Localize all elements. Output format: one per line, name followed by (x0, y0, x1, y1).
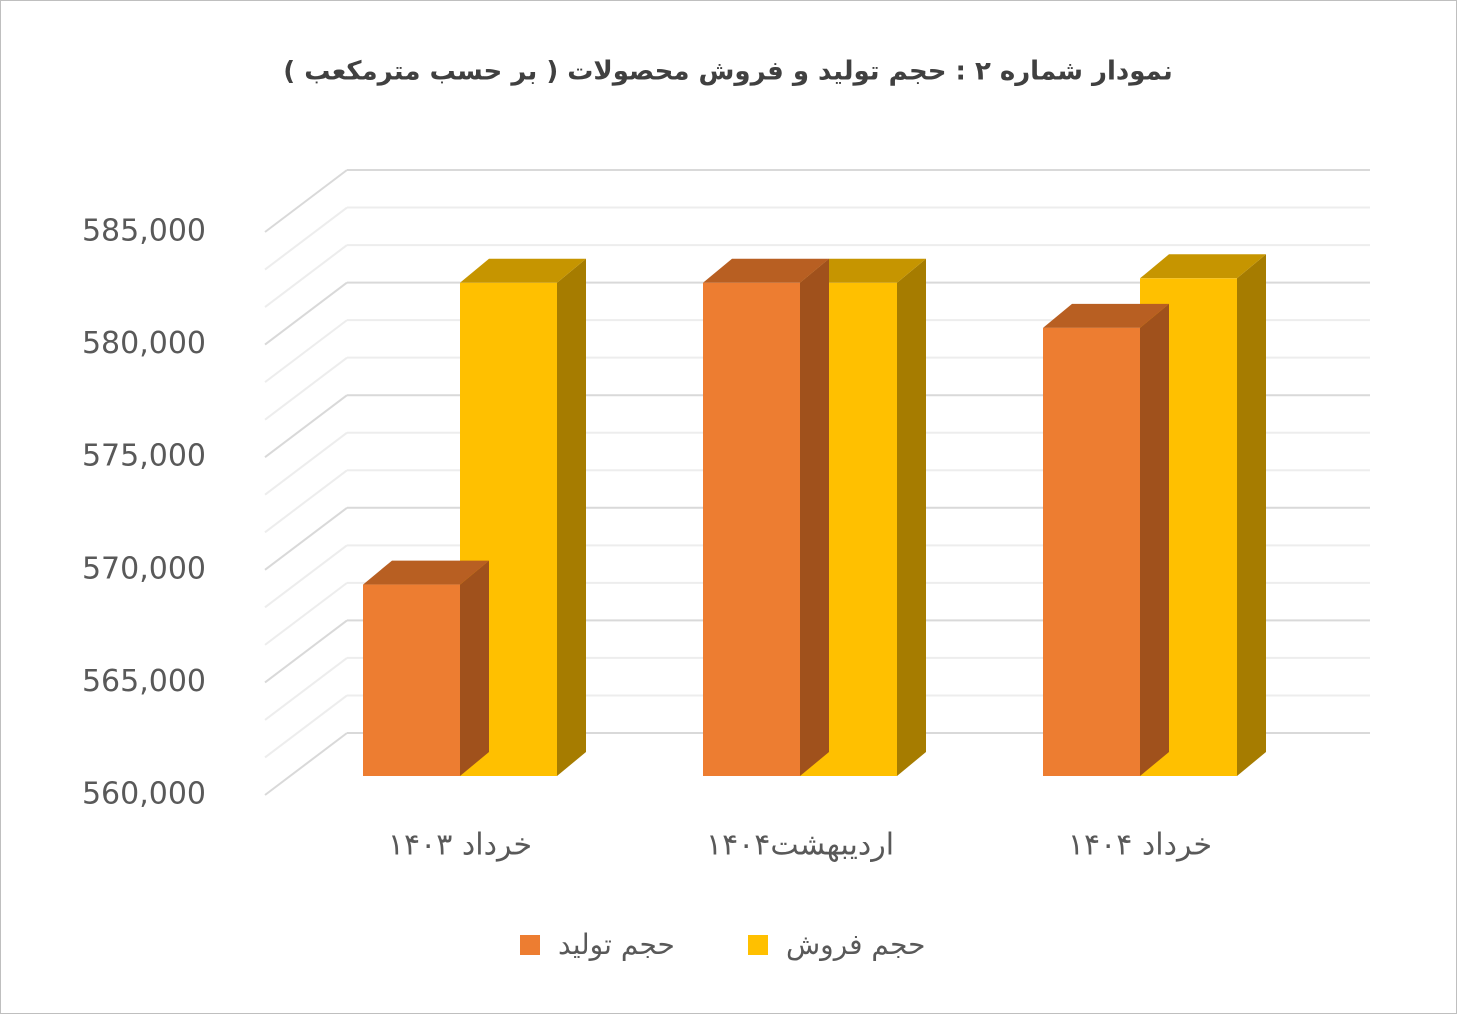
minor-grid-line-side (264, 356, 348, 421)
legend-swatch (748, 935, 768, 955)
minor-grid-line-side (264, 544, 348, 609)
minor-grid-line-side (264, 244, 348, 308)
grid-line-side (264, 281, 348, 346)
y-tick-label: 565,000 (82, 664, 206, 699)
bar-side (1237, 254, 1266, 777)
minor-grid-line-side (264, 657, 348, 721)
bar-top (460, 258, 586, 283)
legend-label: حجم فروش (786, 928, 925, 961)
bar-side (1140, 303, 1169, 776)
y-tick-label: 580,000 (82, 326, 206, 361)
x-tick-label: خرداد ۱۴۰۴ (1068, 828, 1212, 863)
bar-side (557, 258, 586, 776)
bar-top (1043, 303, 1169, 328)
grid-line-side (264, 507, 348, 571)
bar (363, 584, 460, 776)
bar (703, 282, 800, 776)
bar-top (703, 258, 829, 283)
grid-line-side (264, 169, 348, 233)
bar-top (800, 258, 926, 283)
legend-label: حجم تولید (558, 928, 675, 961)
grid-line-side (264, 619, 348, 684)
grid-line-side (264, 732, 348, 796)
y-tick-label: 585,000 (82, 214, 206, 249)
bar-top (1140, 254, 1266, 279)
minor-grid-line-side (264, 469, 348, 534)
bar-top (363, 560, 489, 585)
x-tick-label: خرداد ۱۴۰۳ (388, 828, 532, 863)
bar-side (897, 258, 926, 776)
minor-grid-line-side (264, 206, 348, 271)
bar (1043, 327, 1140, 776)
y-tick-label: 560,000 (82, 777, 206, 812)
minor-grid-line-side (264, 431, 348, 496)
bar-side (460, 560, 489, 776)
minor-grid-line-side (264, 694, 348, 759)
x-tick-label: اردیبهشت۱۴۰۴ (706, 828, 894, 863)
minor-grid-line-side (264, 319, 348, 383)
minor-grid-line-side (264, 582, 348, 646)
y-tick-label: 570,000 (82, 551, 206, 586)
y-tick-label: 575,000 (82, 439, 206, 474)
bar-side (800, 258, 829, 776)
chart-title: نمودار شماره ۲ : حجم تولید و فروش محصولا… (283, 57, 1172, 87)
legend-swatch (520, 935, 540, 955)
grid-line-side (264, 394, 348, 458)
